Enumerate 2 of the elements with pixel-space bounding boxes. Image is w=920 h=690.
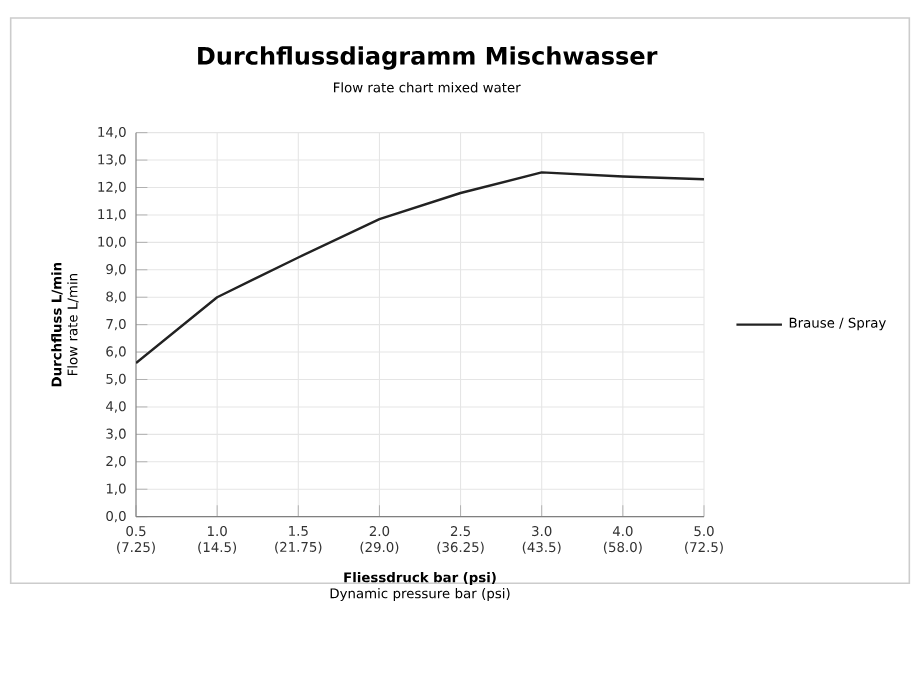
line-series <box>136 171 704 365</box>
chart-title: Durchflussdiagramm Mischwasser <box>198 46 658 70</box>
